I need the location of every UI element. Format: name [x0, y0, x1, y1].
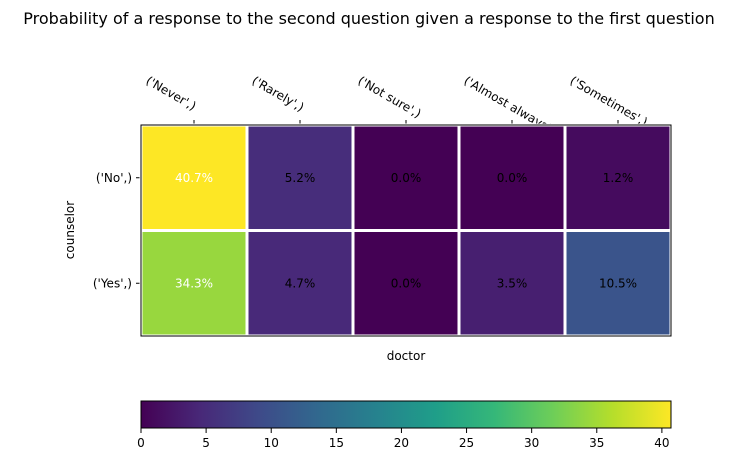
cell-value-label: 1.2% [603, 171, 634, 185]
x-tick-label: ('Never',) [144, 73, 199, 113]
cell-value-label: 5.2% [285, 171, 316, 185]
cell-value-label: 4.7% [285, 276, 316, 290]
y-tick-label: ('No',) [96, 171, 132, 185]
cell-value-label: 0.0% [391, 171, 422, 185]
cell-value-label: 0.0% [497, 171, 528, 185]
colorbar-tick-label: 20 [394, 436, 409, 450]
heatmap-cells: 40.7% 5.2% 0.0% 0.0% 1.2% 34.3% 4.7% 0.0% 3.5% 10… [139, 123, 673, 338]
x-tick-label: ('Not sure',) [356, 73, 424, 120]
cell-value-label: 0.0% [391, 276, 422, 290]
cell-value-label: 3.5% [497, 276, 528, 290]
chart-title: Probability of a response to the second … [23, 9, 714, 28]
y-axis-ticks: ('No',) ('Yes',) [93, 171, 141, 290]
cell-value-label: 10.5% [599, 276, 637, 290]
x-tick-label: ('Sometimes',) [568, 73, 650, 129]
heatmap-cell [563, 229, 673, 338]
colorbar-tick-label: 40 [654, 436, 669, 450]
colorbar-ticks: 0 5 10 15 20 25 30 35 40 [137, 428, 670, 450]
colorbar-tick-label: 5 [202, 436, 210, 450]
colorbar-tick-label: 25 [459, 436, 474, 450]
y-axis-label: counselor [63, 201, 77, 259]
colorbar-tick-label: 15 [329, 436, 344, 450]
y-tick-label: ('Yes',) [93, 276, 132, 290]
x-tick-label: ('Rarely',) [250, 73, 307, 114]
colorbar-tick-label: 35 [589, 436, 604, 450]
colorbar-tick-label: 10 [264, 436, 279, 450]
heatmap-cell [351, 229, 461, 338]
cell-value-label: 40.7% [175, 171, 213, 185]
colorbar-tick-label: 0 [137, 436, 145, 450]
plot-frame [140, 124, 672, 337]
cell-value-label: 34.3% [175, 276, 213, 290]
colorbar-tick-label: 30 [524, 436, 539, 450]
colorbar [140, 400, 672, 429]
x-axis-label: doctor [387, 349, 426, 363]
